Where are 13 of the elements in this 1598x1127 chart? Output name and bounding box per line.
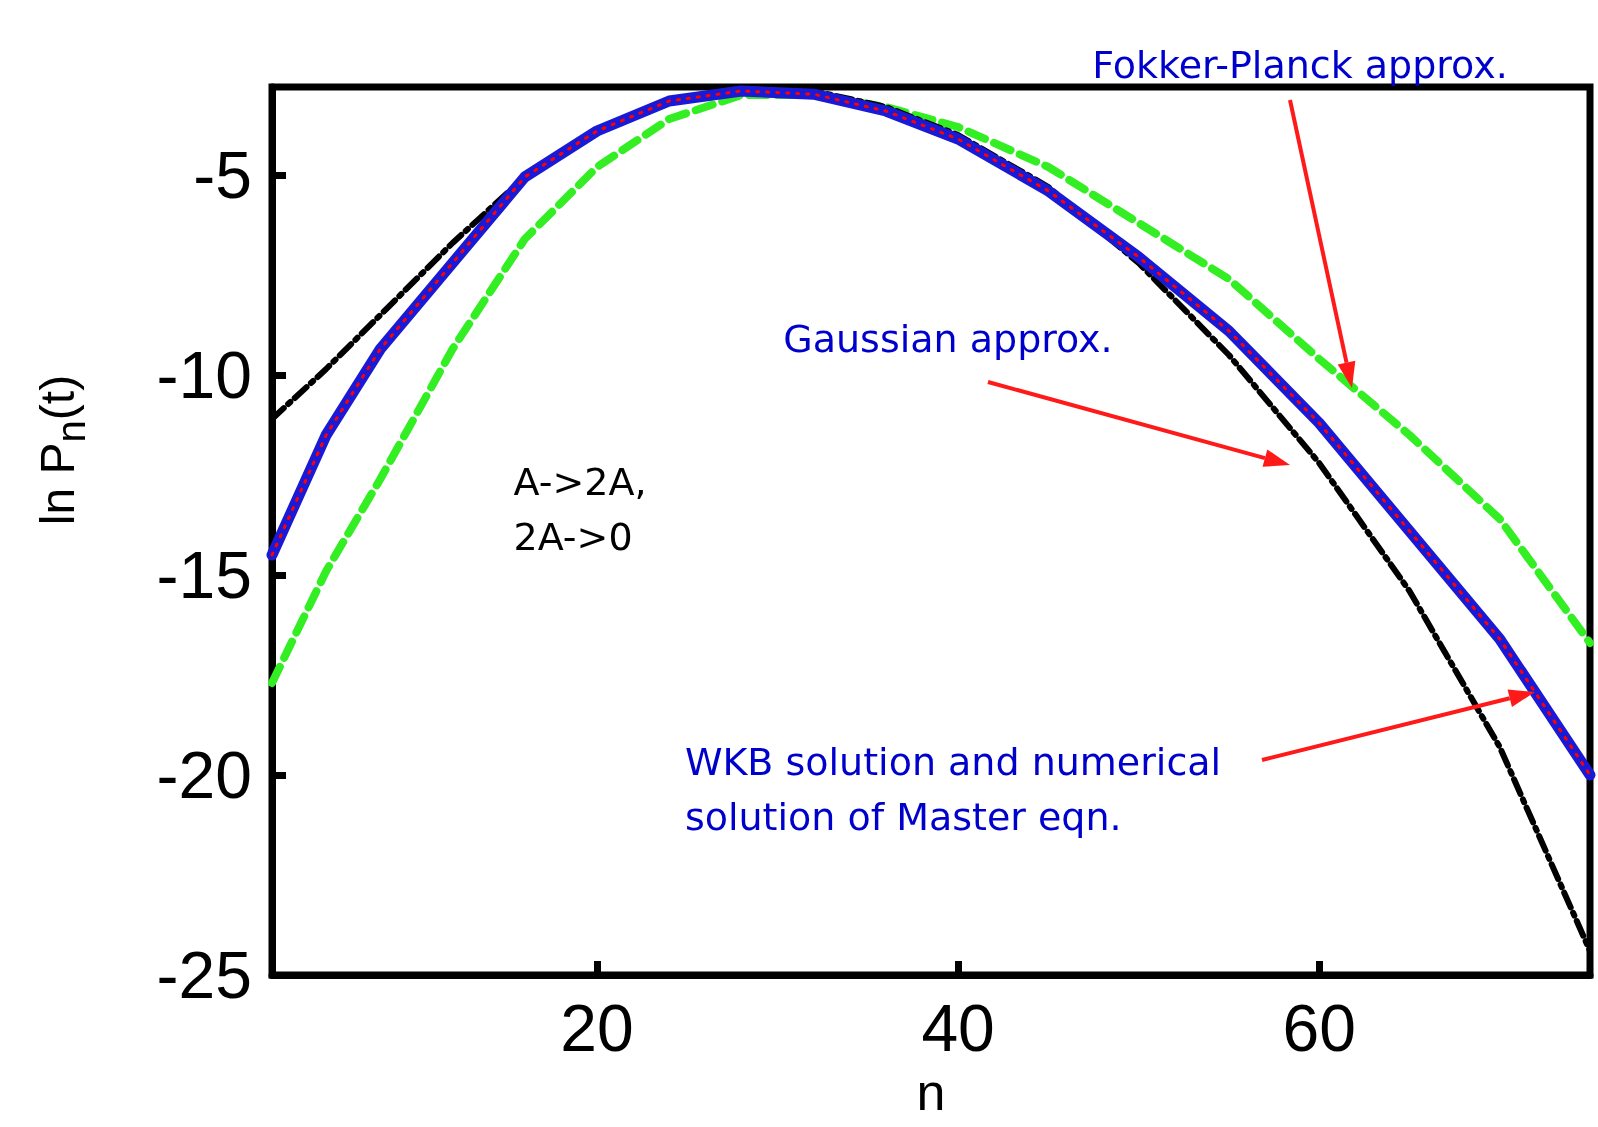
x-axis-title: n (916, 1062, 946, 1121)
x-tick-label: 20 (560, 991, 634, 1065)
text: Fokker-Planck approx. (1092, 42, 1508, 90)
y-tick-label: -5 (193, 138, 252, 212)
annotation: A->2A, 2A->0 (513, 458, 647, 561)
y-tick-label: -15 (156, 538, 252, 612)
x-tick-label: 60 (1282, 991, 1356, 1065)
y-tick-label: -25 (156, 938, 252, 1012)
y-tick-label: -10 (156, 338, 252, 412)
x-tick-label: 40 (921, 991, 995, 1065)
annotation: WKB solution and numerical solution of Master eqn. (684, 738, 1222, 841)
annotation: Gaussian approx. (783, 316, 1113, 364)
y-tick-label: -20 (156, 738, 252, 812)
